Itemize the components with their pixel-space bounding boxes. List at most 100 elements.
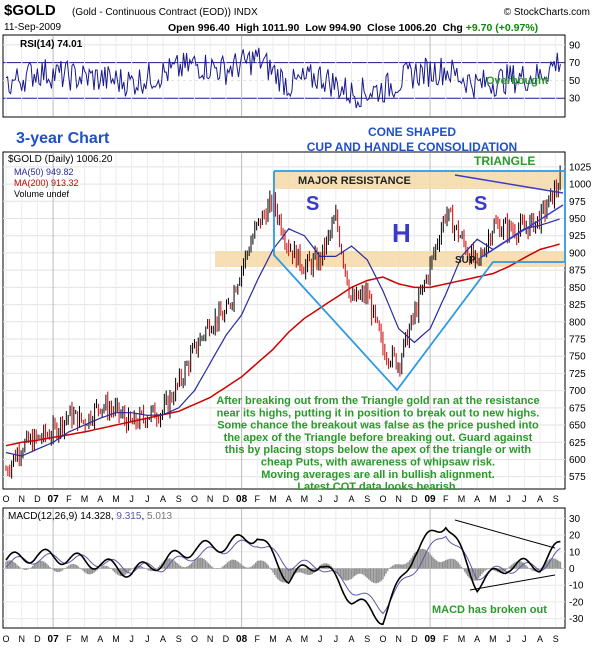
x-axis-label: F [66, 494, 72, 504]
high-label: High [235, 22, 260, 34]
quote-date: 11-Sep-2009 [4, 22, 62, 33]
triangle-label: TRIANGLE [474, 154, 535, 168]
x-axis-label: M [458, 494, 466, 504]
x-axis-label: A [474, 494, 480, 504]
rsi-tick-label: 50 [569, 76, 581, 87]
x-axis-label: O [379, 634, 386, 644]
x-axis-label: M [489, 494, 497, 504]
rsi-panel-frame [2, 34, 566, 118]
price-tick-label: 650 [569, 421, 586, 432]
chg-label: Chg [442, 22, 463, 34]
x-axis-label: F [255, 494, 261, 504]
right-shoulder-label: S [474, 193, 487, 215]
x-axis-label: O [2, 494, 9, 504]
x-axis-label: O [191, 634, 198, 644]
x-axis-label: D [223, 634, 230, 644]
macd-note: MACD has broken out [432, 604, 547, 616]
x-axis-label: S [553, 494, 559, 504]
head-label: H [392, 218, 411, 248]
ma50-legend: MA(50) 949.82 [14, 167, 74, 177]
ma50-line [5, 218, 560, 457]
price-tick-label: 575 [569, 472, 586, 483]
x-axis-label: 09 [425, 634, 437, 645]
x-axis-label: N [18, 634, 25, 644]
overbought-label: Overbought [486, 75, 549, 87]
macd-tick-label: 10 [569, 547, 581, 558]
price-tick-label: 625 [569, 438, 586, 449]
price-tick-label: 725 [569, 369, 586, 380]
macd-tick-label: 30 [569, 514, 581, 525]
commentary-line: this by placing stops below the apex of … [225, 444, 531, 456]
macd-upper-trendline [454, 519, 556, 549]
chart-symbol: $GOLD [4, 2, 56, 19]
left-shoulder-label: S [306, 193, 319, 215]
price-tick-label: 825 [569, 300, 586, 311]
price-tick-label: 925 [569, 231, 586, 242]
macd-tick-label: 20 [569, 531, 581, 542]
commentary-line: near its highs, putting it in position t… [217, 407, 540, 419]
price-tick-label: 1000 [569, 180, 592, 191]
x-axis-label: M [458, 634, 466, 644]
x-axis-label: N [395, 494, 402, 504]
x-axis-label: 07 [48, 494, 60, 505]
x-axis-label: A [160, 634, 166, 644]
chart-period-title: 3-year Chart [16, 130, 110, 147]
x-axis-label: M [269, 634, 277, 644]
ma200-legend: MA(200) 913.32 [14, 178, 79, 188]
x-axis-label: D [34, 494, 41, 504]
x-axis-label: 07 [48, 634, 60, 645]
x-axis-label: D [223, 494, 230, 504]
x-axis-label: J [318, 634, 323, 644]
ohlc-summary: Open 996.40 High 1011.90 Low 994.90 Clos… [168, 22, 538, 34]
triangle-lower-line [479, 204, 564, 259]
x-axis-label: O [191, 494, 198, 504]
macd-legend-name: MACD(12,26,9) [8, 511, 77, 522]
price-tick-label: 700 [569, 386, 586, 397]
low-value: 994.90 [329, 22, 362, 34]
x-axis-label: F [443, 494, 449, 504]
price-tick-label: 675 [569, 403, 586, 414]
x-axis-label: N [395, 634, 402, 644]
x-axis-label: A [349, 494, 355, 504]
x-axis-label: J [145, 494, 150, 504]
resistance-label: MAJOR RESISTANCE [298, 175, 411, 187]
x-axis-label: A [97, 634, 103, 644]
price-tick-label: 875 [569, 266, 586, 277]
x-axis-label: O [379, 494, 386, 504]
high-value: 1011.90 [261, 22, 300, 34]
macd-legend-hist: 5.013 [147, 511, 172, 522]
macd-line [5, 526, 561, 626]
instrument-name: (Gold - Continuous Contract (EOD)) INDX [72, 7, 258, 18]
x-axis-label: N [207, 634, 214, 644]
x-axis-label: S [176, 494, 182, 504]
x-axis-label: A [474, 634, 480, 644]
x-axis-label: M [81, 494, 89, 504]
price-legend: $GOLD (Daily) 1006.20 [8, 154, 113, 165]
x-axis-label: M [301, 494, 309, 504]
x-axis-label: A [286, 634, 292, 644]
x-axis-label: M [112, 494, 120, 504]
x-axis-label: A [349, 634, 355, 644]
open-value: 996.40 [197, 22, 230, 34]
x-axis-label: S [553, 634, 559, 644]
x-axis-label: J [334, 494, 339, 504]
data-source: © StockCharts.com [503, 7, 590, 18]
price-tick-label: 600 [569, 455, 586, 466]
x-axis-label: D [411, 634, 418, 644]
x-axis-label: F [255, 634, 261, 644]
support-label: SUP. [455, 255, 477, 266]
x-axis-label: J [522, 494, 527, 504]
resistance-band [273, 171, 565, 189]
rsi-legend: RSI(14) 74.01 [20, 39, 83, 50]
chg-value: +9.70 (+0.97%) [465, 22, 539, 34]
x-axis-label: F [66, 634, 72, 644]
cone-outline [273, 170, 566, 392]
macd-tick-label: 0 [569, 564, 575, 575]
price-tick-label: 1025 [569, 162, 592, 173]
commentary-line: Moving averages are all in bullish align… [261, 469, 495, 481]
x-axis-label: D [411, 494, 418, 504]
x-axis-label: J [506, 494, 511, 504]
price-tick-label: 900 [569, 248, 586, 259]
close-label: Close [367, 22, 396, 34]
macd-tick-label: -30 [569, 614, 584, 625]
